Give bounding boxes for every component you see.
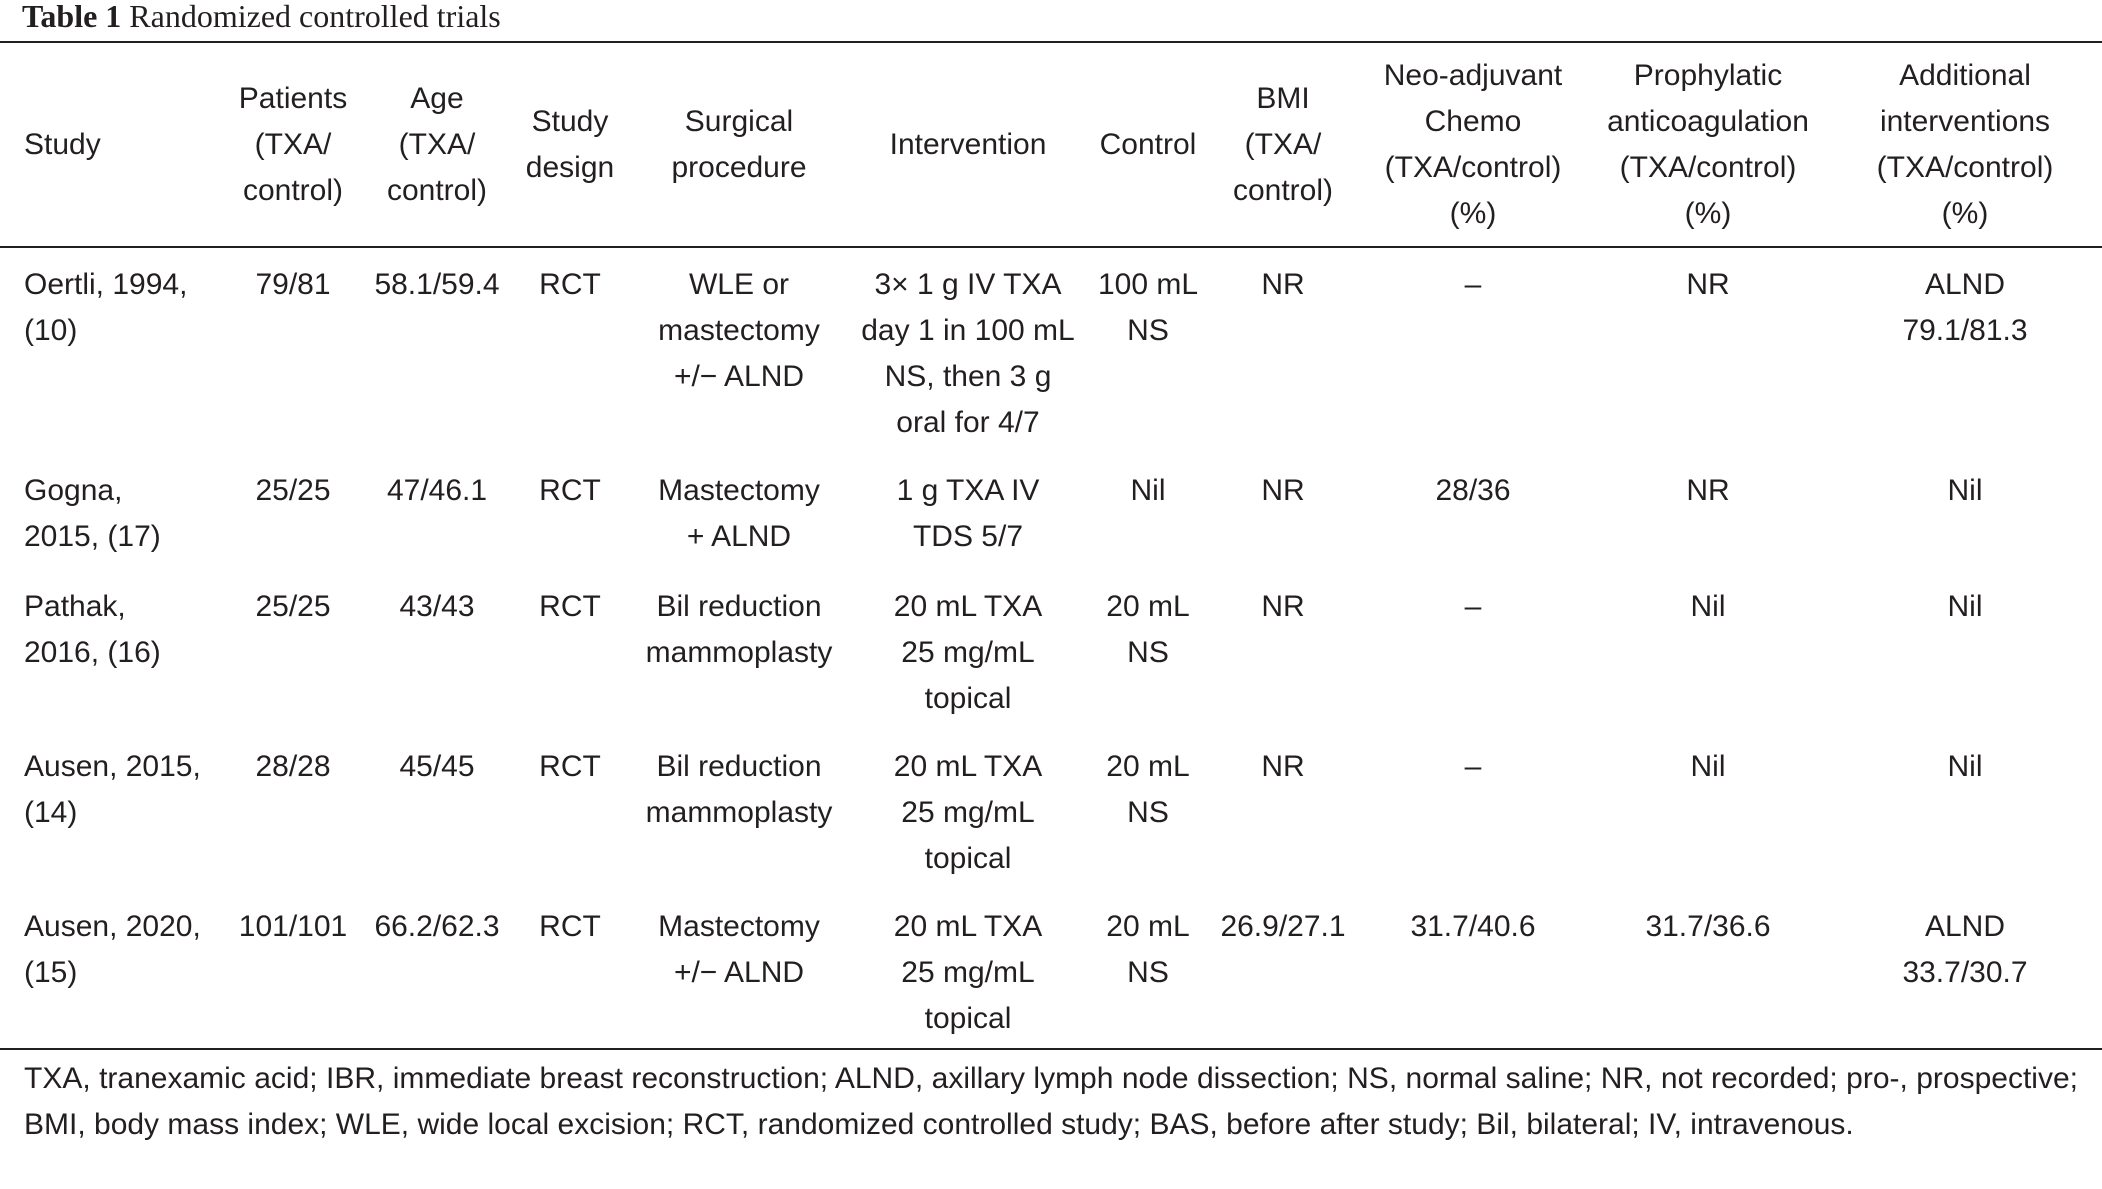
col-header-surgical-procedure: Surgical procedure (671, 104, 807, 184)
col-header-study: Study (24, 127, 101, 161)
cell-study: Ausen, 2020, (15) (24, 910, 201, 989)
cell-additional-interventions: ALND 33.7/30.7 (1902, 910, 2028, 989)
cell-age: 47/46.1 (386, 474, 488, 507)
cell-study-design: RCT (539, 910, 601, 943)
cell-bmi: NR (1261, 268, 1305, 301)
cell-neoadjuvant-chemo: 28/36 (1435, 474, 1511, 507)
cell-intervention: 20 mL TXA 25 mg/mL topical (893, 590, 1043, 715)
cell-bmi: NR (1261, 474, 1305, 507)
cell-prophylactic-anticoagulation: 31.7/36.6 (1645, 910, 1771, 943)
table-row: Oertli, 1994, (10) 79/81 58.1/59.4 RCT W… (0, 246, 2102, 452)
cell-age: 43/43 (399, 590, 475, 623)
cell-prophylactic-anticoagulation: NR (1686, 474, 1730, 507)
table-row: Pathak, 2016, (16) 25/25 43/43 RCT Bil r… (0, 568, 2102, 728)
cell-study-design: RCT (539, 590, 601, 623)
cell-prophylactic-anticoagulation: Nil (1690, 590, 1726, 623)
cell-neoadjuvant-chemo: – (1464, 750, 1482, 783)
table-row: Ausen, 2020, (15) 101/101 66.2/62.3 RCT … (0, 888, 2102, 1049)
col-header-bmi: BMI (TXA/ control) (1232, 81, 1334, 207)
col-header-study-design: Study design (525, 104, 615, 184)
cell-study: Oertli, 1994, (10) (24, 268, 188, 347)
cell-study-design: RCT (539, 474, 601, 507)
cell-control: 20 mL NS (1106, 590, 1190, 669)
cell-age: 58.1/59.4 (374, 268, 500, 301)
cell-surgical-procedure: WLE or mastectomy +/− ALND (658, 268, 820, 393)
cell-age: 45/45 (399, 750, 475, 783)
cell-study: Gogna, 2015, (17) (24, 474, 161, 553)
cell-neoadjuvant-chemo: – (1464, 590, 1482, 623)
cell-neoadjuvant-chemo: – (1464, 268, 1482, 301)
cell-intervention: 1 g TXA IV TDS 5/7 (896, 474, 1040, 553)
cell-patients: 28/28 (255, 750, 331, 783)
cell-patients: 25/25 (255, 474, 331, 507)
cell-age: 66.2/62.3 (374, 910, 500, 943)
cell-surgical-procedure: Bil reduction mammoplasty (645, 750, 833, 829)
cell-neoadjuvant-chemo: 31.7/40.6 (1410, 910, 1536, 943)
table-row: Gogna, 2015, (17) 25/25 47/46.1 RCT Mast… (0, 452, 2102, 568)
cell-bmi: 26.9/27.1 (1220, 910, 1346, 943)
cell-intervention: 3× 1 g IV TXA day 1 in 100 mL NS, then 3… (861, 268, 1075, 439)
cell-bmi: NR (1261, 750, 1305, 783)
col-header-patients: Patients (TXA/ control) (238, 81, 348, 207)
cell-study: Pathak, 2016, (16) (24, 590, 161, 669)
table-caption: Table 1 Randomized controlled trials (22, 0, 501, 40)
cell-prophylactic-anticoagulation: NR (1686, 268, 1730, 301)
cell-control: 20 mL NS (1106, 910, 1190, 989)
table-header-row: Study Patients (TXA/ control) Age (TXA/ … (0, 43, 2102, 246)
cell-additional-interventions: ALND 79.1/81.3 (1902, 268, 2028, 347)
table-bottom-rule (0, 1048, 2102, 1050)
col-header-intervention: Intervention (889, 127, 1047, 161)
cell-study: Ausen, 2015, (14) (24, 750, 201, 829)
cell-control: Nil (1130, 474, 1166, 507)
cell-additional-interventions: Nil (1947, 590, 1983, 623)
table-footnote: TXA, tranexamic acid; IBR, immediate bre… (24, 1062, 2078, 1141)
cell-surgical-procedure: Mastectomy +/− ALND (658, 910, 820, 989)
table-caption-label: Table 1 (22, 0, 122, 34)
table-caption-title: Randomized controlled trials (129, 0, 501, 34)
table-row: Ausen, 2015, (14) 28/28 45/45 RCT Bil re… (0, 728, 2102, 888)
col-header-control: Control (1099, 127, 1197, 161)
cell-surgical-procedure: Bil reduction mammoplasty (645, 590, 833, 669)
col-header-prophylactic-anticoagulation: Prophylatic anticoagulation (TXA/control… (1607, 58, 1809, 230)
cell-patients: 101/101 (238, 910, 348, 943)
trials-table: Study Patients (TXA/ control) Age (TXA/ … (0, 43, 2102, 1049)
col-header-neoadjuvant-chemo: Neo-adjuvant Chemo (TXA/control) (%) (1383, 58, 1563, 230)
cell-additional-interventions: Nil (1947, 474, 1983, 507)
cell-patients: 79/81 (255, 268, 331, 301)
col-header-additional-interventions: Additional interventions (TXA/control) (… (1876, 58, 2054, 230)
cell-patients: 25/25 (255, 590, 331, 623)
cell-intervention: 20 mL TXA 25 mg/mL topical (893, 750, 1043, 875)
table-top-rule (0, 41, 2102, 43)
cell-control: 20 mL NS (1106, 750, 1190, 829)
table-header-rule (0, 246, 2102, 248)
cell-bmi: NR (1261, 590, 1305, 623)
cell-study-design: RCT (539, 750, 601, 783)
cell-surgical-procedure: Mastectomy + ALND (658, 474, 820, 553)
cell-intervention: 20 mL TXA 25 mg/mL topical (893, 910, 1043, 1035)
cell-additional-interventions: Nil (1947, 750, 1983, 783)
cell-control: 100 mL NS (1097, 268, 1199, 347)
cell-prophylactic-anticoagulation: Nil (1690, 750, 1726, 783)
cell-study-design: RCT (539, 268, 601, 301)
col-header-age: Age (TXA/ control) (386, 81, 488, 207)
